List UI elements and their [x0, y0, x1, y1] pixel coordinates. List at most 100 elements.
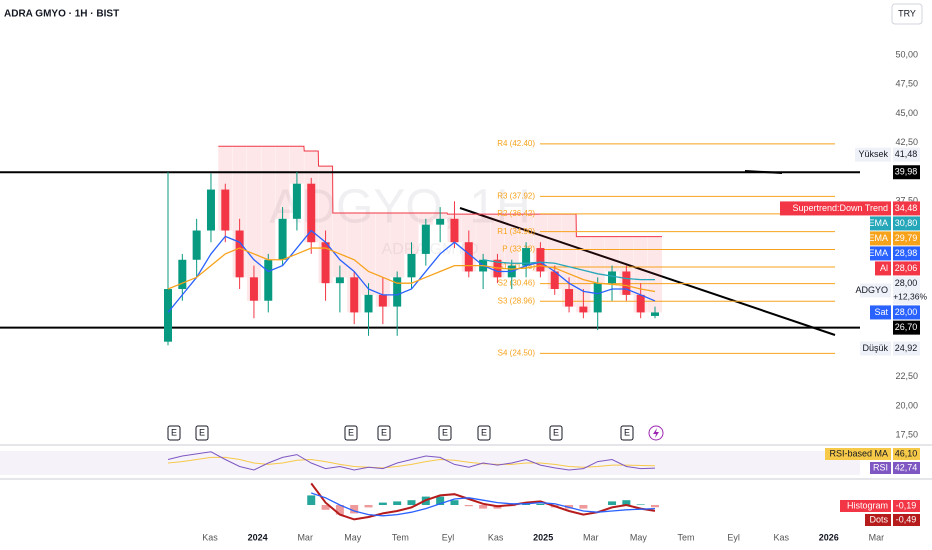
event-marker[interactable]	[195, 425, 209, 441]
currency-button[interactable]	[891, 3, 923, 25]
y-tick-label: 22,50	[895, 371, 918, 381]
pane-label-name: RSI-based MA	[829, 448, 888, 458]
x-tick-label: 2025	[533, 532, 553, 542]
pivot-label: R1 (34.90)	[497, 227, 535, 236]
price-label-name-box	[860, 341, 891, 356]
histogram-bar	[321, 505, 330, 510]
price-label-name: Sat	[874, 307, 888, 317]
pane-label-name-box	[840, 500, 891, 512]
pane-label-name-box	[865, 514, 891, 526]
pivot-label: S4 (24.50)	[498, 348, 536, 357]
pane-label-value: -0,19	[896, 500, 917, 510]
price-label-value: 39,98	[895, 167, 918, 177]
y-tick-label: 20,00	[895, 400, 918, 410]
price-label-name-box	[855, 147, 891, 162]
x-tick-label: Mar	[297, 532, 313, 542]
candle-body	[221, 189, 230, 231]
event-label[interactable]: E	[481, 427, 487, 437]
candle-body	[235, 230, 244, 278]
event-marker[interactable]	[477, 425, 491, 441]
macd-line	[311, 492, 656, 517]
event-label[interactable]: E	[171, 427, 177, 437]
ema-line	[167, 229, 656, 313]
candle-body	[636, 294, 645, 313]
pivot-label: P (33.38)	[502, 245, 535, 254]
candle-body	[192, 230, 201, 260]
pivot-label: R2 (36.42)	[497, 209, 535, 218]
event-label[interactable]: E	[381, 427, 387, 437]
price-label-name-box	[860, 283, 891, 298]
histogram-bar	[464, 505, 473, 507]
price-label-name-box	[875, 261, 891, 276]
price-label-box	[893, 201, 920, 216]
event-icon[interactable]	[653, 428, 659, 438]
pane-label-name-box	[870, 462, 891, 474]
pane-label-box	[893, 514, 920, 526]
x-tick-label: Eyl	[727, 532, 740, 542]
event-marker[interactable]	[377, 425, 391, 441]
currency[interactable]: TRY	[898, 8, 916, 18]
event-marker[interactable]	[167, 425, 181, 441]
rsi-band	[0, 451, 860, 475]
price-label-box	[893, 216, 920, 231]
price-label-value: 24,92	[895, 343, 918, 353]
y-tick-label: 17,50	[895, 430, 918, 440]
event-marker[interactable]	[549, 425, 563, 441]
histogram-bar	[636, 504, 645, 505]
price-label-name: ADGYO	[855, 285, 888, 295]
candle-body	[393, 277, 402, 307]
ema-line	[167, 247, 656, 293]
pane-label-name: Histogram	[847, 500, 888, 510]
candle-body	[550, 271, 559, 290]
price-label-box	[893, 261, 920, 276]
histogram-bar	[350, 505, 359, 514]
candle-body	[264, 259, 273, 301]
candle-body	[321, 242, 330, 284]
pane-label-box	[893, 500, 920, 512]
candle-body	[651, 312, 659, 316]
x-tick-label: 2024	[248, 532, 268, 542]
price-label-value: 30,80	[895, 218, 918, 228]
lightning-event[interactable]	[648, 425, 664, 441]
x-tick-label: Kas	[773, 532, 789, 542]
candle-body	[436, 218, 445, 225]
candle-body	[522, 248, 531, 266]
candle-body	[464, 242, 473, 272]
x-tick-label: 2026	[819, 532, 839, 542]
event-marker[interactable]	[620, 425, 634, 441]
event-label[interactable]: E	[624, 427, 630, 437]
price-label-value: 29,79	[895, 233, 918, 243]
price-label-name: EMA	[868, 248, 888, 258]
event-label[interactable]: E	[442, 427, 448, 437]
candle-body	[622, 271, 631, 295]
rsi-line	[167, 451, 656, 471]
price-label-box	[893, 276, 920, 305]
histogram-bar	[393, 501, 402, 505]
x-tick-label: Mar	[869, 532, 885, 542]
event-label[interactable]: E	[553, 427, 559, 437]
candle-body	[579, 306, 588, 313]
x-tick-label: Tem	[677, 532, 694, 542]
price-label-value: 28,98	[895, 248, 918, 258]
event-marker[interactable]	[344, 425, 358, 441]
price-label-box	[893, 341, 920, 356]
event-circle[interactable]	[648, 425, 664, 441]
price-label-name: Yüksek	[858, 149, 888, 159]
event-marker[interactable]	[438, 425, 452, 441]
pivot-label: S2 (30.46)	[498, 279, 536, 288]
x-tick-label: May	[344, 532, 362, 542]
histogram-bar	[407, 500, 416, 505]
price-label-name-box	[870, 231, 891, 246]
price-label-name-box	[870, 246, 891, 261]
event-label[interactable]: E	[348, 427, 354, 437]
histogram-bar	[335, 505, 344, 515]
event-label[interactable]: E	[199, 427, 205, 437]
histogram-bar	[608, 501, 617, 505]
price-label-name: EMA	[868, 218, 888, 228]
candle-body	[565, 289, 574, 307]
pane-label-value: 46,10	[895, 448, 918, 458]
pivot-label: S1 (31.88)	[498, 262, 536, 271]
candle-body	[178, 259, 187, 290]
